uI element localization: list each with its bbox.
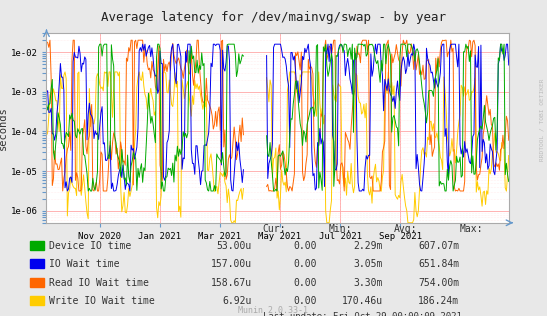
- Text: 170.46u: 170.46u: [342, 296, 383, 306]
- Text: Average latency for /dev/mainvg/swap - by year: Average latency for /dev/mainvg/swap - b…: [101, 11, 446, 24]
- Text: Write IO Wait time: Write IO Wait time: [49, 296, 155, 306]
- Text: 6.92u: 6.92u: [222, 296, 252, 306]
- Y-axis label: seconds: seconds: [0, 106, 8, 150]
- Text: RRDTOOL / TOBI OETIKER: RRDTOOL / TOBI OETIKER: [539, 79, 544, 161]
- Text: Max:: Max:: [459, 224, 483, 234]
- Text: 0.00: 0.00: [294, 259, 317, 269]
- Text: 3.05m: 3.05m: [353, 259, 383, 269]
- Text: 2.29m: 2.29m: [353, 241, 383, 251]
- Text: Min:: Min:: [328, 224, 352, 234]
- Text: 0.00: 0.00: [294, 278, 317, 288]
- Text: Device IO time: Device IO time: [49, 241, 131, 251]
- Text: 754.00m: 754.00m: [418, 278, 459, 288]
- Text: Last update: Fri Oct 29 00:00:09 2021: Last update: Fri Oct 29 00:00:09 2021: [263, 312, 462, 316]
- Text: Avg:: Avg:: [394, 224, 417, 234]
- Text: 53.00u: 53.00u: [217, 241, 252, 251]
- Text: Read IO Wait time: Read IO Wait time: [49, 278, 149, 288]
- Text: 0.00: 0.00: [294, 296, 317, 306]
- Text: 158.67u: 158.67u: [211, 278, 252, 288]
- Text: 157.00u: 157.00u: [211, 259, 252, 269]
- Text: Cur:: Cur:: [263, 224, 286, 234]
- Text: 0.00: 0.00: [294, 241, 317, 251]
- Text: Munin 2.0.33-1: Munin 2.0.33-1: [238, 307, 309, 315]
- Text: 186.24m: 186.24m: [418, 296, 459, 306]
- Text: IO Wait time: IO Wait time: [49, 259, 120, 269]
- Text: 607.07m: 607.07m: [418, 241, 459, 251]
- Text: 651.84m: 651.84m: [418, 259, 459, 269]
- Text: 3.30m: 3.30m: [353, 278, 383, 288]
